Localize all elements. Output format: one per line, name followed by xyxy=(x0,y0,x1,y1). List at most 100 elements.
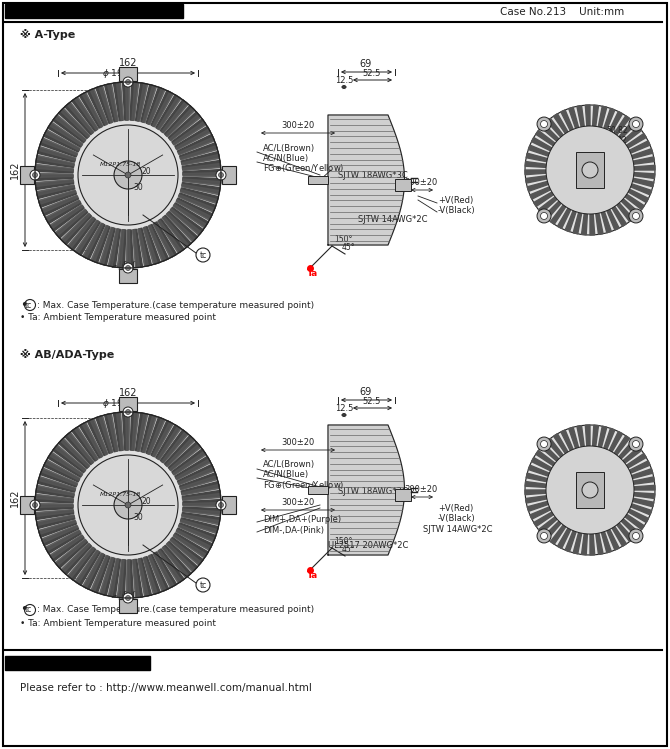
Polygon shape xyxy=(84,223,105,259)
Polygon shape xyxy=(36,509,74,517)
Polygon shape xyxy=(75,551,98,583)
Polygon shape xyxy=(36,157,74,168)
Polygon shape xyxy=(46,531,81,554)
Polygon shape xyxy=(607,209,619,230)
Polygon shape xyxy=(561,430,573,451)
Polygon shape xyxy=(178,195,215,212)
Polygon shape xyxy=(99,557,113,595)
Polygon shape xyxy=(60,108,90,137)
Polygon shape xyxy=(92,556,110,593)
Text: FG$\oplus$(Green/Yellow): FG$\oplus$(Green/Yellow) xyxy=(263,479,344,491)
Polygon shape xyxy=(45,460,80,480)
Text: SJTW 14AWG*2C: SJTW 14AWG*2C xyxy=(358,216,427,225)
Polygon shape xyxy=(54,115,86,142)
Polygon shape xyxy=(170,444,201,471)
Polygon shape xyxy=(38,476,76,491)
Polygon shape xyxy=(130,412,137,450)
Polygon shape xyxy=(182,160,220,169)
Polygon shape xyxy=(87,89,107,126)
Polygon shape xyxy=(577,106,584,127)
Polygon shape xyxy=(632,149,653,159)
Polygon shape xyxy=(160,100,187,133)
Polygon shape xyxy=(183,172,221,177)
Polygon shape xyxy=(173,121,206,145)
Polygon shape xyxy=(525,496,547,503)
Polygon shape xyxy=(39,190,76,204)
Circle shape xyxy=(537,209,551,223)
Text: 150°: 150° xyxy=(334,235,352,244)
Polygon shape xyxy=(55,539,86,565)
Bar xyxy=(395,489,411,501)
Polygon shape xyxy=(178,525,215,542)
Polygon shape xyxy=(182,183,220,193)
Text: INSTALLATION MANUAL: INSTALLATION MANUAL xyxy=(9,659,137,669)
Polygon shape xyxy=(604,428,615,449)
Polygon shape xyxy=(541,444,559,461)
Polygon shape xyxy=(117,560,124,598)
Polygon shape xyxy=(175,127,210,149)
Polygon shape xyxy=(144,227,160,264)
Text: 12.5: 12.5 xyxy=(335,76,353,85)
Text: 300±20: 300±20 xyxy=(281,498,315,507)
Bar xyxy=(119,269,137,283)
Polygon shape xyxy=(174,203,208,227)
Text: tc: tc xyxy=(200,580,206,589)
Polygon shape xyxy=(143,557,157,595)
Polygon shape xyxy=(41,468,78,485)
Polygon shape xyxy=(619,441,636,459)
Polygon shape xyxy=(526,473,547,482)
Circle shape xyxy=(541,533,547,539)
Polygon shape xyxy=(36,494,74,501)
Polygon shape xyxy=(50,452,83,476)
Polygon shape xyxy=(178,137,214,155)
Circle shape xyxy=(632,121,639,127)
Polygon shape xyxy=(105,413,117,452)
Circle shape xyxy=(33,172,38,178)
Bar xyxy=(576,152,604,188)
Polygon shape xyxy=(531,458,552,471)
Polygon shape xyxy=(162,547,189,578)
Polygon shape xyxy=(50,204,83,228)
Circle shape xyxy=(123,593,133,603)
Polygon shape xyxy=(36,185,74,195)
Polygon shape xyxy=(74,427,98,460)
Polygon shape xyxy=(133,560,143,598)
Bar xyxy=(20,496,34,514)
Polygon shape xyxy=(182,512,220,523)
Polygon shape xyxy=(163,216,191,247)
Polygon shape xyxy=(37,186,75,198)
Polygon shape xyxy=(612,527,626,546)
Polygon shape xyxy=(51,205,84,231)
Polygon shape xyxy=(133,560,139,598)
Polygon shape xyxy=(592,425,598,446)
Polygon shape xyxy=(633,157,655,164)
Polygon shape xyxy=(536,130,555,146)
Polygon shape xyxy=(35,175,73,181)
Polygon shape xyxy=(109,228,119,267)
Polygon shape xyxy=(76,221,100,255)
Circle shape xyxy=(30,170,40,180)
Circle shape xyxy=(537,437,551,451)
Polygon shape xyxy=(632,469,653,479)
Circle shape xyxy=(218,172,224,178)
Polygon shape xyxy=(123,82,128,120)
Polygon shape xyxy=(628,509,649,523)
Text: 162: 162 xyxy=(10,489,20,507)
Polygon shape xyxy=(48,124,82,148)
Circle shape xyxy=(629,117,643,131)
Circle shape xyxy=(35,82,221,268)
Polygon shape xyxy=(39,191,76,207)
Polygon shape xyxy=(598,426,607,447)
Polygon shape xyxy=(176,459,211,480)
Polygon shape xyxy=(633,477,655,485)
Text: AC/N(Blue): AC/N(Blue) xyxy=(263,470,309,479)
Polygon shape xyxy=(67,102,94,133)
Polygon shape xyxy=(182,154,220,166)
Polygon shape xyxy=(36,180,74,187)
Polygon shape xyxy=(527,181,549,191)
Polygon shape xyxy=(530,187,551,199)
Polygon shape xyxy=(176,528,212,549)
Text: Please refer to : http://www.meanwell.com/manual.html: Please refer to : http://www.meanwell.co… xyxy=(20,683,312,693)
Text: 162: 162 xyxy=(119,58,137,68)
Circle shape xyxy=(33,503,38,508)
